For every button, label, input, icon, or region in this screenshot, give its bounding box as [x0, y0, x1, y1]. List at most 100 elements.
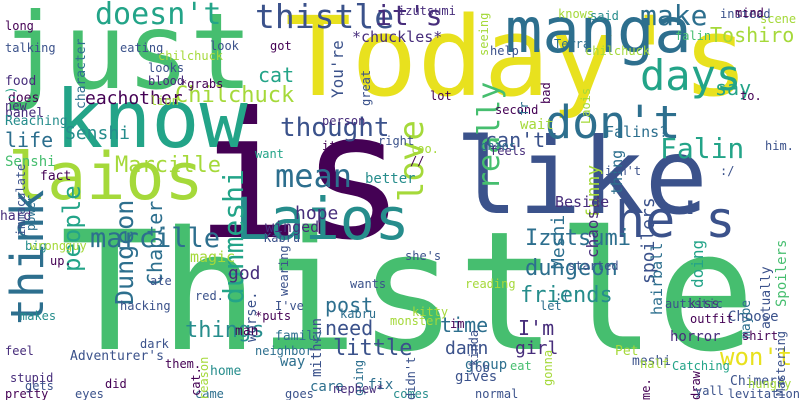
word-reason: reason — [197, 356, 211, 400]
word-mind: mind — [735, 6, 764, 20]
word-i-m: I'm — [518, 316, 555, 340]
word-hungry: hungry — [748, 377, 792, 391]
word-great: great — [359, 69, 373, 106]
word-came: came — [195, 387, 224, 400]
word-makes: makes — [20, 309, 57, 323]
word-kabru: kabru — [340, 307, 377, 321]
word-long: long — [5, 19, 34, 33]
word-way: way — [280, 354, 306, 370]
word-too: too. — [410, 142, 439, 156]
word-horror: horror — [670, 329, 721, 345]
word-nephew: nephew* — [333, 382, 384, 396]
word-days: days — [640, 51, 742, 100]
word-big: big — [25, 239, 47, 253]
word-help: help — [490, 44, 519, 58]
word-can-t: can't — [485, 128, 546, 152]
word-wants: wants — [350, 277, 387, 291]
word-puts: *puts — [255, 309, 292, 323]
word-them: them. — [165, 357, 202, 371]
word-damn: damn — [445, 338, 489, 359]
word-senshi: Senshi — [5, 154, 56, 170]
word-family: family — [275, 329, 322, 344]
word-friends: friends — [520, 283, 613, 308]
word-gonna: gonna — [541, 349, 555, 386]
word-character: character — [74, 38, 89, 109]
word-terra: Terra — [554, 37, 591, 51]
word-doing: doing — [688, 239, 707, 288]
word-i-ve: I've — [275, 299, 304, 313]
word-catching: Catching — [672, 359, 730, 373]
word-immaculate: immaculate — [14, 163, 28, 236]
word-let: let — [540, 299, 562, 313]
word-make: make — [640, 0, 708, 32]
word-kabru: Kabru — [264, 231, 301, 245]
word-scene: scene — [760, 12, 797, 26]
word-him: him. — [765, 139, 794, 153]
word-goes: goes — [285, 387, 314, 400]
word-adventurer-s: Adventurer's — [70, 349, 164, 364]
word-symbol: :) — [4, 86, 18, 101]
word-wait: wait — [520, 117, 554, 133]
word-panel: panel — [5, 106, 45, 121]
word-eachother: eachother — [85, 88, 183, 109]
word-meshi: Meshi — [548, 214, 569, 269]
word-fact: fact — [40, 169, 72, 184]
word-im: im — [450, 317, 465, 331]
word-better: better — [365, 171, 416, 187]
word-did: did — [105, 377, 127, 391]
word-laios: Laios — [235, 185, 410, 253]
word-lot: lot — [430, 89, 452, 103]
word-man: man — [235, 324, 259, 339]
word-person: person — [322, 114, 366, 128]
word-started: started — [568, 259, 619, 273]
word-things: things — [185, 318, 265, 343]
word-kiss: kiss — [688, 297, 720, 312]
word-is: is — [195, 76, 406, 279]
word-pet: Pet — [615, 344, 639, 359]
word-wrong: wrong — [30, 239, 67, 253]
word-hard: hard — [0, 209, 32, 224]
word-say: say — [715, 76, 752, 100]
word-want: want — [255, 147, 284, 161]
word-eating: eating — [120, 41, 164, 55]
word-reaching: Reaching — [5, 114, 68, 129]
word-looks: looks — [148, 61, 185, 75]
word-isn-t: isn't — [605, 164, 642, 178]
word-look: look — [210, 39, 239, 53]
word-falin: falin — [675, 29, 712, 43]
word-winged: winged — [265, 218, 320, 236]
word-eyes: eyes — [75, 387, 104, 400]
word-blood: blood — [148, 74, 185, 88]
word-life: life — [5, 128, 54, 152]
word-hacking: hacking — [120, 299, 171, 313]
word-gives: gives — [455, 369, 498, 385]
word-he-s: he's — [615, 191, 736, 249]
word-it: it — [322, 139, 337, 153]
word-said: said — [590, 9, 619, 23]
word-chapter: Chapter — [143, 200, 167, 285]
word-little: little — [333, 336, 413, 361]
word-care: care — [310, 379, 344, 395]
word-izutsumi: Izutsumi — [525, 226, 631, 251]
word-seeing: seeing — [477, 12, 491, 56]
word-beside: Beside — [555, 193, 610, 211]
word-doesn-t: doesn't — [95, 0, 222, 32]
word-eat: eat — [510, 359, 532, 373]
word-up: up. — [50, 254, 72, 268]
word-ate: ate — [150, 274, 172, 288]
word-actually: actually — [759, 266, 774, 329]
word-don-t: don't — [545, 96, 681, 149]
word-manga: manga — [505, 0, 692, 67]
word-autistic: autistic — [665, 297, 723, 311]
word-dark: dark — [140, 337, 169, 351]
word-you-re: You're — [328, 40, 347, 98]
word-need: need — [325, 316, 374, 340]
word-thistle: Thistle — [60, 196, 756, 388]
word-girl: girl — [515, 338, 559, 359]
word-yall: yall — [695, 384, 724, 398]
word-falin: Falin — [660, 132, 745, 165]
word-outfit: outfit — [690, 312, 734, 326]
word-monster: monster — [390, 314, 441, 328]
word-symbol: :( — [555, 289, 570, 303]
